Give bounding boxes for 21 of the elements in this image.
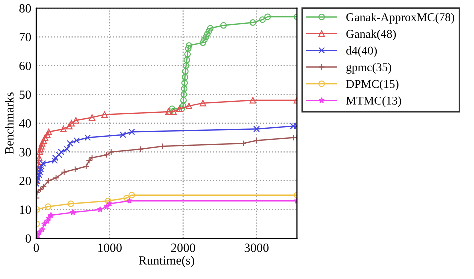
x-axis-title: Runtime(s) [139,256,194,268]
y-tick-label: 80 [20,4,32,13]
legend-label: MTMC(13) [346,96,402,108]
y-tick-label: 40 [19,119,32,128]
legend-label: Ganak-ApproxMC(78) [346,13,454,24]
x-tick-label: 0 [34,244,40,252]
legend-label: gpmc(35) [346,63,392,74]
legend-label: DPMC(15) [346,80,399,91]
y-tick-label: 60 [20,62,32,70]
legend-label: d4(40) [346,46,378,58]
x-tick-label: 2000 [171,244,196,252]
y-tick-label: 10 [20,206,32,214]
y-tick-label: 0 [26,234,32,244]
legend-label: Ganak(48) [346,30,396,41]
x-tick-label: 1000 [98,244,122,252]
y-tick-label: 70 [20,33,32,42]
x-tick-label: 3000 [244,244,269,252]
y-tick-label: 50 [20,90,32,100]
y-tick-label: 20 [20,177,32,186]
y-tick-label: 30 [20,148,32,157]
y-axis-title: Benchmarks [5,92,14,154]
